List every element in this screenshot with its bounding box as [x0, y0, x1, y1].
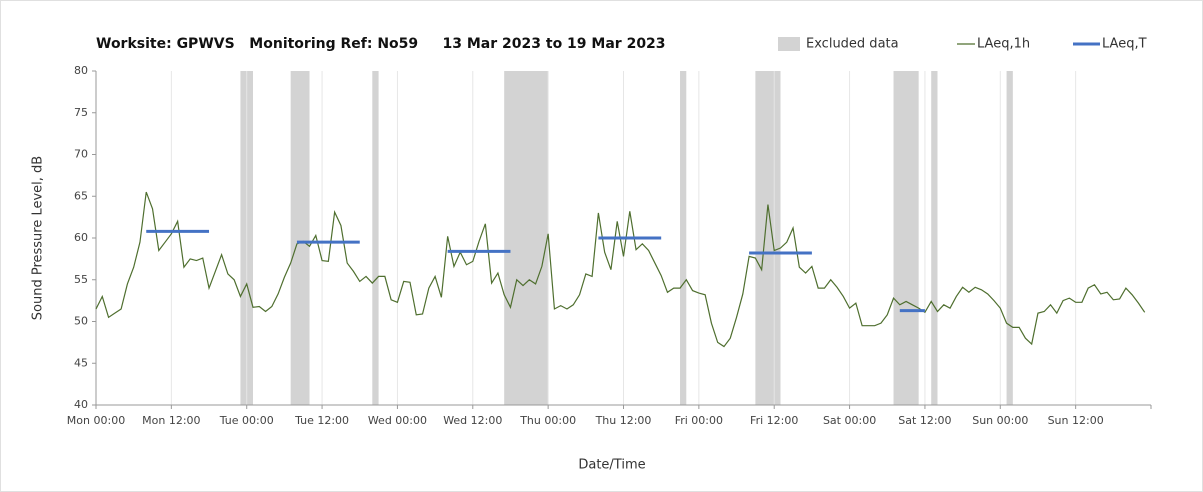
x-tick-label: Thu 12:00	[595, 414, 652, 427]
excluded-band	[680, 71, 687, 405]
legend-label: Excluded data	[806, 37, 899, 52]
excluded-band	[290, 71, 310, 405]
legend-swatch	[778, 37, 800, 51]
chart-title: Worksite: GPWVS Monitoring Ref: No59 13 …	[96, 36, 666, 52]
excluded-band	[1006, 71, 1013, 405]
x-tick-label: Fri 00:00	[675, 414, 723, 427]
x-tick-label: Wed 12:00	[443, 414, 502, 427]
y-tick-label: 75	[74, 106, 88, 119]
excluded-band	[504, 71, 549, 405]
y-tick-label: 45	[74, 356, 88, 369]
x-tick-label: Sat 00:00	[823, 414, 876, 427]
x-tick-label: Fri 12:00	[750, 414, 798, 427]
excluded-band	[931, 71, 938, 405]
x-tick-label: Thu 00:00	[519, 414, 576, 427]
y-tick-label: 55	[74, 273, 88, 286]
x-tick-label: Sun 12:00	[1048, 414, 1104, 427]
y-tick-label: 80	[74, 64, 88, 77]
x-tick-label: Tue 12:00	[294, 414, 349, 427]
x-tick-label: Tue 00:00	[219, 414, 274, 427]
y-tick-label: 60	[74, 231, 88, 244]
x-tick-label: Mon 00:00	[67, 414, 125, 427]
y-axis-title: Sound Pressure Level, dB	[31, 156, 46, 320]
x-tick-label: Sat 12:00	[898, 414, 951, 427]
excluded-band	[755, 71, 781, 405]
x-tick-label: Mon 12:00	[142, 414, 200, 427]
x-tick-label: Wed 00:00	[368, 414, 427, 427]
legend-label: LAeq,T	[1102, 37, 1147, 52]
y-tick-label: 40	[74, 398, 88, 411]
y-tick-label: 50	[74, 315, 88, 328]
excluded-band	[893, 71, 919, 405]
x-axis-title: Date/Time	[578, 458, 645, 473]
x-tick-label: Sun 00:00	[972, 414, 1028, 427]
legend-label: LAeq,1h	[977, 37, 1030, 52]
y-tick-label: 70	[74, 148, 88, 161]
excluded-band	[372, 71, 379, 405]
y-tick-label: 65	[74, 189, 88, 202]
